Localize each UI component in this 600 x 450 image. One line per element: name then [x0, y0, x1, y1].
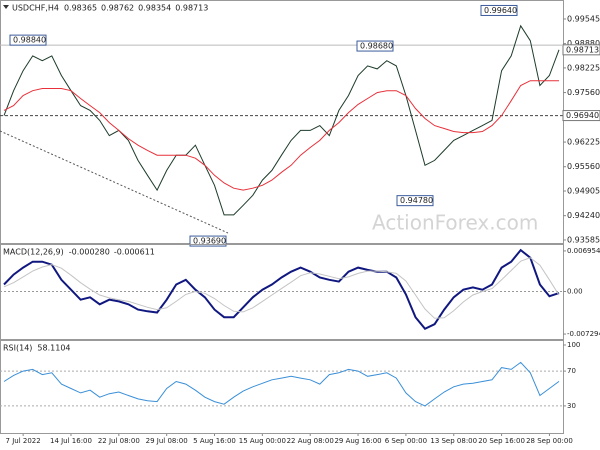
panel-title: USDCHF,H4 [12, 4, 59, 13]
y-tick-label: 0.93585 [567, 235, 600, 244]
y-tick-label: 100 [567, 341, 580, 349]
x-tick-label: 13 Sep 08:00 [430, 437, 477, 445]
annotation-label: 0.99640 [484, 6, 517, 15]
series-line [3, 80, 559, 191]
menu-arrow [3, 5, 9, 9]
y-tick-label: 70 [567, 367, 576, 375]
annotation-box [356, 40, 394, 52]
annotation-box [480, 4, 518, 16]
x-tick-label: 20 Sep 16:00 [478, 437, 525, 445]
panel-value: -0.000280 [69, 248, 110, 257]
series-line [3, 248, 560, 331]
y-tick-label: 0.98880 [567, 39, 600, 48]
y-tick-label: 0.99545 [567, 14, 600, 23]
panel-value: -0.000611 [114, 248, 155, 257]
level-label: 0.96940 [566, 111, 599, 120]
x-tick-label: 6 Sep 00:00 [385, 437, 427, 445]
panel-frame [0, 340, 564, 434]
current-price: 0.98713 [566, 45, 599, 54]
panel-value: 0.98365 [64, 4, 97, 13]
x-tick-label: 14 Jul 16:00 [50, 437, 92, 445]
panel-title: MACD(12,26,9) [3, 248, 64, 257]
x-tick-label: 29 Aug 16:00 [334, 437, 381, 445]
x-tick-label: 22 Jul 08:00 [98, 437, 140, 445]
y-tick-label: 0.006954 [567, 247, 600, 255]
panel-value: 58.1104 [37, 344, 70, 353]
y-tick-label: 0.97560 [567, 88, 600, 97]
panel-value: 0.98354 [138, 4, 171, 13]
x-tick-label: 29 Jul 08:00 [146, 437, 188, 445]
panel-value: 0.98713 [175, 4, 208, 13]
watermark: ActionForex.com [372, 211, 538, 235]
y-tick-label: 0.96225 [567, 138, 600, 147]
annotation-box [9, 34, 47, 46]
series-line [3, 361, 560, 407]
y-tick-label: 0.00 [567, 288, 583, 296]
annotation-box [189, 235, 227, 247]
x-tick-label: 5 Aug 16:00 [193, 437, 236, 445]
panel-frame [0, 0, 564, 244]
series-line [3, 257, 560, 319]
panel-value: 0.98762 [101, 4, 134, 13]
level-box [562, 110, 600, 122]
y-tick-label: 0.98225 [567, 63, 600, 72]
trend-line [0, 130, 229, 234]
annotation-label: 0.94780 [400, 196, 433, 205]
annotation-label: 0.98680 [360, 42, 393, 51]
annotation-label: 0.93690 [193, 237, 226, 246]
x-tick-label: 15 Aug 00:00 [239, 437, 286, 445]
y-tick-label: -0.007294 [567, 330, 600, 338]
y-tick-label: 0.94905 [567, 187, 600, 196]
x-tick-label: 28 Sep 00:00 [526, 437, 573, 445]
x-tick-label: 22 Aug 08:00 [287, 437, 334, 445]
annotation-box [396, 195, 434, 207]
y-tick-label: 0.94240 [567, 211, 600, 220]
series-line [3, 24, 560, 216]
price-box [562, 44, 600, 56]
x-tick-label: 7 Jul 2022 [6, 437, 41, 445]
panel-title: RSI(14) [3, 344, 32, 353]
y-tick-label: 30 [567, 402, 576, 410]
y-tick-label: 0.95560 [567, 162, 600, 171]
annotation-label: 0.98840 [13, 36, 46, 45]
